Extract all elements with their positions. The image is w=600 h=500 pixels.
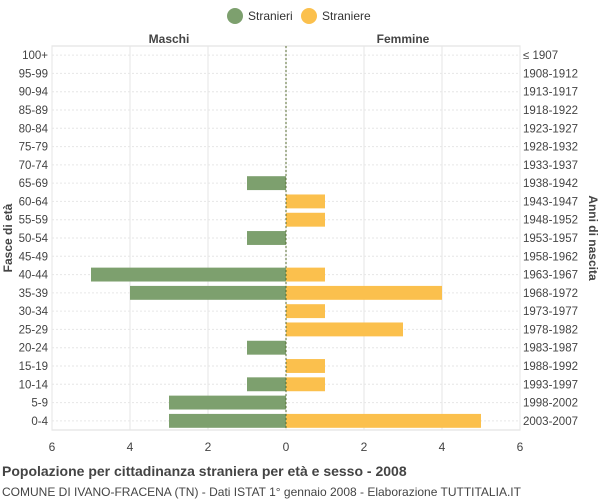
bar-straniere [286, 304, 325, 319]
y-tick-label-age: 90-94 [19, 87, 49, 99]
legend-item-stranieri: Stranieri [227, 6, 293, 26]
y-tick-label-age: 35-39 [19, 288, 48, 300]
x-tick-label: 6 [49, 440, 56, 454]
y-tick-label-age: 95-99 [19, 68, 48, 80]
bar-straniere [286, 413, 481, 428]
y-tick-label-age: 25-29 [19, 324, 48, 336]
y-tick-label-birth-year: 1973-1977 [523, 306, 578, 318]
legend-swatch-stranieri [227, 8, 243, 24]
y-axis-label-right: Anni di nascita [586, 195, 600, 281]
y-tick-label-birth-year: 2003-2007 [523, 416, 578, 428]
bar-straniere [286, 322, 403, 337]
y-tick-label-age: 100+ [22, 50, 48, 62]
population-pyramid-chart: 6 4 2 0 2 4 6 100+ ≤ 1907 95-99 1908-1912 90-94 1913… [1, 32, 600, 454]
y-tick-label-birth-year: 1983-1987 [523, 343, 578, 355]
y-tick-label-birth-year: 1968-1972 [523, 288, 578, 300]
x-tick-label: 4 [127, 440, 134, 454]
y-tick-label-birth-year: 1918-1922 [523, 105, 578, 117]
y-tick-label-birth-year: 1943-1947 [523, 196, 578, 208]
chart-footer-title: Popolazione per cittadinanza straniera p… [2, 463, 407, 479]
y-tick-label-birth-year: 1948-1952 [523, 215, 578, 227]
y-tick-label-age: 20-24 [19, 343, 49, 355]
header-femmine: Femmine [377, 32, 430, 46]
bar-stranieri [169, 395, 286, 410]
y-axis-label-left: Fasce di età [1, 203, 15, 272]
legend-label-stranieri: Stranieri [248, 9, 293, 23]
y-tick-label-age: 80-84 [19, 123, 49, 135]
header-maschi: Maschi [149, 32, 190, 46]
y-tick-label-age: 65-69 [19, 178, 48, 190]
x-tick-label: 2 [361, 440, 368, 454]
y-tick-label-age: 55-59 [19, 215, 48, 227]
y-tick-label-age: 50-54 [19, 233, 49, 245]
y-tick-label-birth-year: 1938-1942 [523, 178, 578, 190]
y-tick-label-age: 45-49 [19, 251, 48, 263]
y-tick-label-age: 85-89 [19, 105, 48, 117]
y-tick-label-birth-year: 1958-1962 [523, 251, 578, 263]
legend-label-straniere: Straniere [322, 9, 371, 23]
bar-stranieri [91, 267, 286, 282]
y-tick-label-age: 40-44 [19, 270, 49, 282]
bar-stranieri [247, 377, 286, 392]
bar-straniere [286, 359, 325, 373]
y-tick-label-birth-year: 1953-1957 [523, 233, 578, 245]
y-tick-label-age: 5-9 [31, 398, 48, 410]
chart-footer-subtitle: COMUNE DI IVANO-FRACENA (TN) - Dati ISTA… [2, 485, 521, 499]
y-tick-label-birth-year: 1963-1967 [523, 270, 578, 282]
legend-swatch-straniere [301, 8, 317, 24]
x-tick-label: 2 [205, 440, 212, 454]
bar-stranieri [247, 340, 286, 355]
y-tick-label-birth-year: 1908-1912 [523, 68, 578, 80]
bar-straniere [286, 212, 325, 227]
y-tick-label-age: 30-34 [19, 306, 49, 318]
y-tick-label-birth-year: 1928-1932 [523, 142, 578, 154]
bar-straniere [286, 285, 442, 300]
legend: Stranieri Straniere [0, 6, 600, 26]
y-tick-label-birth-year: 1998-2002 [523, 398, 578, 410]
y-tick-label-birth-year: 1978-1982 [523, 324, 578, 336]
y-tick-label-birth-year: 1988-1992 [523, 361, 578, 373]
bar-straniere [286, 377, 325, 392]
y-tick-label-birth-year: ≤ 1907 [523, 50, 558, 62]
y-tick-label-birth-year: 1933-1937 [523, 160, 578, 172]
bar-stranieri [247, 176, 286, 191]
y-tick-label-age: 60-64 [19, 196, 49, 208]
bar-straniere [286, 267, 325, 282]
y-tick-label-age: 70-74 [19, 160, 49, 172]
bar-straniere [286, 194, 325, 209]
y-tick-label-birth-year: 1993-1997 [523, 379, 578, 391]
y-tick-label-age: 10-14 [19, 379, 49, 391]
y-tick-label-birth-year: 1913-1917 [523, 87, 578, 99]
x-tick-label: 0 [283, 440, 290, 454]
y-tick-label-birth-year: 1923-1927 [523, 123, 578, 135]
x-tick-label: 4 [439, 440, 446, 454]
legend-item-straniere: Straniere [301, 6, 371, 26]
y-tick-label-age: 0-4 [31, 416, 48, 428]
bar-stranieri [247, 231, 286, 245]
y-tick-label-age: 15-19 [19, 361, 48, 373]
bar-stranieri [169, 413, 286, 428]
bar-stranieri [130, 285, 286, 300]
x-tick-label: 6 [517, 440, 524, 454]
y-tick-label-age: 75-79 [19, 142, 48, 154]
